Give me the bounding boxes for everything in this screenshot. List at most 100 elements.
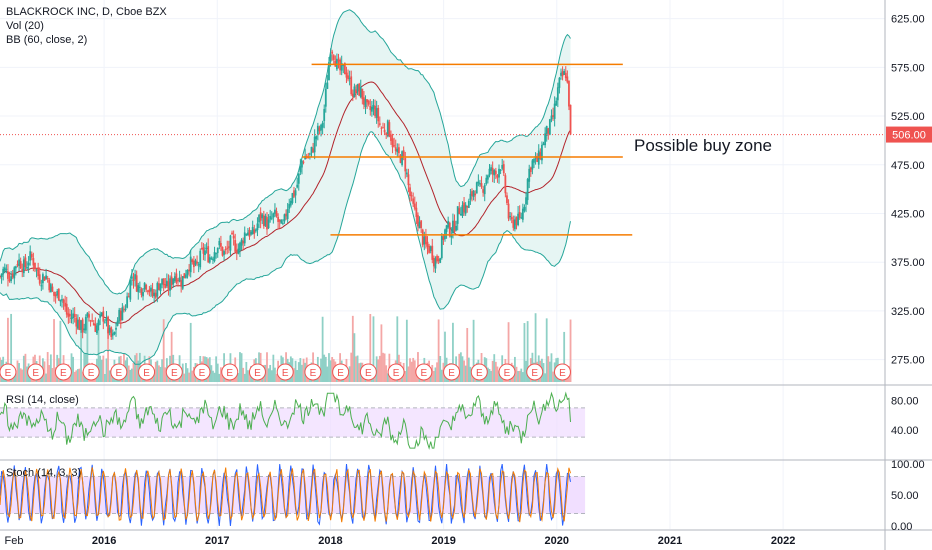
volume-bar	[215, 356, 218, 382]
volume-bar	[185, 363, 187, 382]
volume-bar	[439, 356, 442, 382]
volume-bar	[437, 319, 440, 382]
candle-body	[417, 215, 419, 227]
candle-body	[43, 276, 46, 281]
candle-body	[45, 275, 47, 279]
candle-body	[274, 209, 276, 214]
volume-bar	[53, 319, 55, 382]
volume-bar	[412, 357, 415, 382]
rsi-band	[0, 407, 586, 438]
candle-body	[501, 165, 504, 169]
candle-body	[164, 283, 167, 288]
volume-bar	[186, 368, 189, 382]
candle-body	[512, 219, 515, 228]
candle-body	[496, 175, 499, 178]
earnings-marker-label: E	[448, 368, 455, 379]
candle-body	[477, 181, 480, 184]
candle-body	[69, 313, 71, 317]
volume-bar	[459, 352, 462, 382]
volume-bar	[348, 366, 351, 382]
candle-body	[75, 317, 78, 327]
candle-body	[563, 71, 566, 75]
candle-body	[294, 190, 297, 196]
volume-bar	[372, 316, 375, 382]
candle-body	[137, 285, 140, 293]
volume-bar	[413, 360, 416, 382]
volume-bar	[107, 328, 109, 382]
candle-body	[134, 274, 136, 280]
candle-body	[99, 314, 102, 318]
stoch-axis-tick: 50.00	[891, 490, 919, 502]
candle-body	[556, 87, 559, 101]
candle-body	[447, 221, 450, 228]
candle-body	[312, 148, 314, 153]
candle-body	[493, 170, 496, 176]
volume-bar	[127, 365, 130, 382]
earnings-marker-label: E	[171, 368, 178, 379]
volume-bar	[486, 367, 489, 382]
volume-bar	[270, 370, 273, 382]
candle-body	[418, 221, 421, 229]
volume-bar	[496, 366, 499, 382]
candle-body	[35, 269, 38, 271]
candle-body	[283, 214, 286, 222]
candle-body	[177, 279, 179, 281]
candle-body	[26, 266, 28, 269]
volume-bar	[494, 361, 497, 382]
last-price-value: 506.00	[892, 130, 926, 142]
candle-body	[235, 249, 238, 254]
candle-body	[199, 250, 202, 268]
candle-body	[280, 220, 283, 224]
volume-bar	[472, 319, 475, 382]
earnings-marker	[415, 363, 433, 381]
candle-body	[29, 251, 32, 261]
candle-body	[135, 275, 138, 292]
candle-body	[439, 258, 442, 263]
volume-bar	[563, 331, 566, 382]
candle-body	[142, 291, 144, 297]
earnings-marker	[27, 363, 45, 381]
volume-bar	[22, 355, 25, 382]
candle-body	[40, 285, 43, 287]
volume-bar	[547, 356, 550, 382]
candle-body	[286, 209, 289, 220]
candle-body	[49, 284, 52, 293]
candle-body	[76, 319, 79, 329]
candle-body	[359, 87, 362, 98]
candle-body	[118, 309, 121, 322]
time-axis-tick: 2020	[545, 535, 569, 547]
candle-body	[363, 97, 365, 105]
candle-body	[143, 282, 146, 290]
price-axis-tick: 625.00	[891, 14, 925, 26]
candle-body	[348, 77, 351, 79]
candle-body	[482, 189, 485, 193]
candle-body	[561, 71, 564, 77]
volume-bar	[491, 360, 494, 382]
volume-bar	[490, 370, 492, 382]
volume-bar	[126, 357, 129, 382]
volume-bar	[218, 373, 221, 382]
candle-body	[383, 129, 386, 133]
candle-body	[415, 207, 418, 217]
volume-bar	[523, 323, 526, 382]
candle-body	[428, 245, 430, 253]
candle-body	[242, 240, 245, 244]
candle-body	[169, 278, 171, 291]
price-axis-tick: 475.00	[891, 160, 925, 172]
candle-body	[84, 316, 87, 331]
candle-body	[138, 286, 141, 288]
candle-body	[437, 259, 440, 262]
candle-body	[111, 333, 114, 336]
earnings-marker-label: E	[115, 368, 122, 379]
candle-body	[409, 187, 411, 197]
candle-body	[158, 283, 160, 290]
candle-body	[370, 106, 373, 112]
volume-bar	[382, 352, 384, 382]
candle-body	[345, 72, 348, 78]
candle-body	[323, 108, 326, 121]
candle-body	[21, 268, 24, 273]
earnings-marker	[248, 363, 266, 381]
candle-body	[48, 279, 51, 291]
